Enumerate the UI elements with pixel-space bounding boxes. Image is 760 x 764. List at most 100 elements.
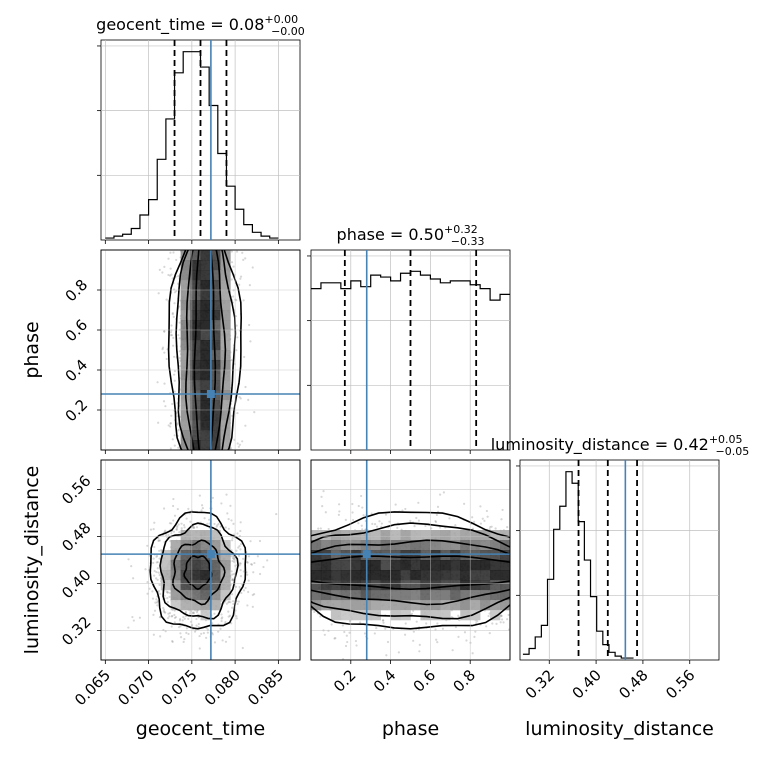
x-axis-label-geocent_time: geocent_time [136, 718, 265, 740]
scatter-point [240, 591, 243, 595]
scatter-point [495, 622, 498, 626]
density-cell [320, 530, 332, 541]
scatter-point [241, 646, 244, 650]
scatter-point [410, 612, 414, 615]
density-cell [330, 570, 342, 581]
scatter-point [171, 438, 174, 441]
density-cell [200, 440, 211, 450]
density-cell [450, 600, 461, 611]
density-cell [190, 420, 201, 431]
density-cell [430, 530, 441, 541]
density-cell [410, 580, 421, 591]
scatter-point [172, 251, 175, 254]
scatter-point [155, 561, 158, 564]
density-cell [470, 590, 481, 601]
x-tick-label-geocent_time: 0.085 [244, 666, 287, 709]
x-tick-label-luminosity_distance: 0.48 [615, 666, 651, 702]
scatter-point [242, 258, 245, 261]
density-cell [350, 560, 362, 571]
density-cell [460, 610, 471, 621]
density-cell [360, 560, 371, 571]
scatter-point [487, 614, 490, 618]
density-cell [340, 590, 352, 601]
contour-3 [311, 511, 510, 630]
density-cell [210, 300, 221, 311]
scatter-point [412, 630, 415, 633]
scatter-point [221, 639, 224, 642]
scatter-point [197, 622, 200, 626]
density-cell [180, 350, 191, 361]
density-cell [320, 570, 332, 581]
scatter-point [189, 520, 192, 523]
joint-panel-ld_vs_geocent_time [97, 459, 301, 664]
scatter-point [170, 522, 173, 525]
scatter-point [231, 539, 234, 542]
density-cell [390, 550, 401, 561]
scatter-point [229, 504, 232, 507]
scatter-point [239, 548, 242, 551]
density-cell [430, 600, 441, 611]
density-cell [400, 540, 411, 551]
scatter-point [239, 529, 242, 533]
density-cell [200, 340, 211, 351]
scatter-point [409, 519, 412, 522]
scatter-point [179, 636, 183, 639]
density-cell [470, 570, 481, 581]
scatter-point [175, 528, 178, 531]
scatter-point [219, 627, 222, 631]
contour-2 [175, 250, 237, 450]
density-cell [420, 550, 431, 561]
scatter-point [148, 587, 151, 590]
scatter-point [457, 635, 460, 638]
density-cell [440, 550, 451, 561]
density-cell [311, 560, 322, 571]
density-cell [220, 380, 231, 391]
scatter-point [183, 617, 186, 620]
scatter-point [244, 424, 247, 427]
density-cell [360, 530, 371, 541]
scatter-point [373, 632, 376, 635]
contour-0 [193, 250, 217, 450]
scatter-point [167, 612, 170, 615]
title-sup: +0.05 [709, 433, 743, 446]
scatter-point [167, 273, 170, 277]
scatter-point [327, 527, 330, 531]
density-cell [370, 560, 381, 571]
scatter-point [235, 299, 238, 302]
scatter-point [156, 604, 159, 607]
density-cell [480, 570, 491, 581]
scatter-point [500, 518, 503, 521]
scatter-point [162, 610, 165, 613]
density-cell [200, 600, 211, 611]
scatter-point [382, 621, 385, 624]
density-cell [200, 270, 211, 281]
scatter-point [488, 528, 491, 531]
scatter-point [176, 422, 179, 425]
scatter-point [351, 518, 355, 522]
scatter-point [173, 613, 176, 617]
scatter-point [163, 610, 166, 614]
scatter-point [435, 638, 438, 641]
density-cell [180, 300, 191, 311]
density-cell [210, 310, 221, 321]
scatter-point [156, 561, 159, 564]
density-cell [460, 590, 471, 601]
scatter-point [239, 574, 243, 578]
y-tick-label-phase: 0.6 [62, 316, 92, 346]
density-cell [440, 590, 451, 601]
scatter-point [251, 266, 254, 269]
density-cell [350, 550, 362, 561]
scatter-point [163, 265, 166, 268]
scatter-point [359, 621, 362, 624]
density-cell [450, 550, 461, 561]
scatter-point [344, 644, 348, 648]
density-cell [311, 540, 322, 551]
scatter-point [313, 610, 316, 614]
scatter-point [127, 558, 130, 561]
scatter-point [239, 543, 243, 546]
y-tick-label-phase: 0.8 [62, 276, 92, 306]
scatter-point [235, 250, 239, 253]
density-cell [200, 410, 211, 421]
scatter-point [179, 617, 182, 621]
scatter-point [153, 609, 157, 612]
